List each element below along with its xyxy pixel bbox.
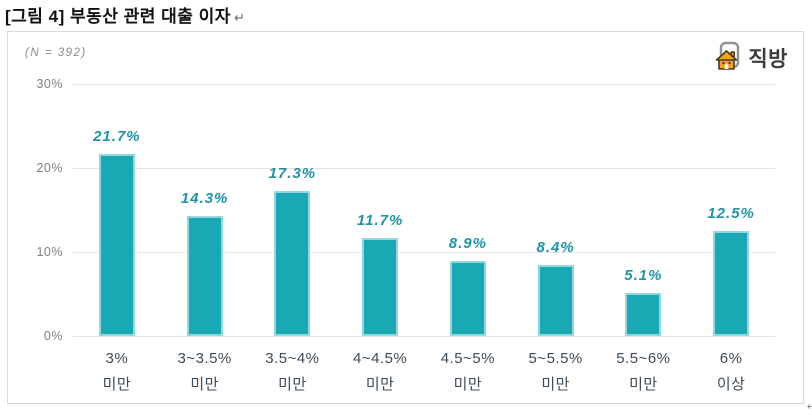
bar	[98, 153, 135, 336]
y-tick-label-0%: 0%	[43, 329, 63, 343]
category-range: 4~4.5%	[352, 350, 408, 367]
bar-value-label: 11.7%	[356, 211, 404, 229]
category-qualifier: 미만	[190, 376, 219, 393]
category-label: 4.5~5% 미만	[424, 346, 512, 398]
category-qualifier: 미만	[453, 376, 483, 393]
sample-size-label: (N = 392)	[25, 47, 87, 59]
bar-slot: 17.3%	[249, 84, 337, 336]
bar-slot: 5.1%	[600, 84, 688, 336]
chart-panel: (N = 392) 직방 0% 10% 20% 30% 21.7% 14.3% 17.3%…	[7, 31, 804, 404]
bar	[537, 265, 574, 336]
bar	[362, 237, 399, 336]
y-tick-label-30%: 30%	[36, 77, 63, 91]
paragraph-return-icon: ↵	[233, 10, 245, 25]
category-label: 4~4.5% 미만	[336, 346, 424, 398]
category-range: 3%	[105, 350, 129, 367]
category-range: 3.5~4%	[265, 350, 320, 367]
category-qualifier: 미만	[629, 376, 658, 393]
category-qualifier: 미만	[102, 376, 132, 393]
bar	[449, 261, 486, 336]
bar-slot: 11.7%	[336, 84, 424, 336]
zigbang-house-icon	[716, 41, 740, 70]
category-range: 6%	[719, 350, 743, 367]
category-label: 3~3.5% 미만	[161, 346, 249, 398]
category-range: 5~5.5%	[528, 350, 583, 367]
category-label: 5.5~6% 미만	[600, 346, 688, 398]
bar-slot: 8.4%	[512, 84, 600, 336]
category-range: 4.5~5%	[440, 350, 496, 367]
category-range: 5.5~6%	[616, 350, 671, 367]
bar	[186, 215, 223, 336]
zigbang-logo: 직방	[712, 41, 788, 74]
y-tick-label-10%: 10%	[36, 245, 63, 259]
gridline-30%	[73, 83, 775, 85]
y-tick-label-20%: 20%	[36, 161, 63, 175]
bar-value-label: 21.7%	[93, 127, 141, 145]
category-label: 3% 미만	[73, 346, 161, 398]
category-qualifier: 미만	[278, 376, 307, 393]
bar-value-label: 14.3%	[180, 189, 229, 207]
bar-slot: 21.7%	[73, 84, 161, 336]
paragraph-return-bottom-icon: ↵	[806, 401, 812, 413]
bar	[274, 190, 311, 336]
category-label: 3.5~4% 미만	[249, 346, 337, 398]
bar-value-label: 8.4%	[536, 239, 575, 257]
bar	[625, 293, 662, 336]
bars-layer: 21.7% 14.3% 17.3% 11.7% 8.9% 8.4% 5.1% 12.5%	[73, 84, 775, 336]
category-label: 6% 이상	[687, 346, 775, 398]
figure-title-row: [그림 4] 부동산 관련 대출 이자 ↵	[5, 2, 245, 27]
plot-area: 0% 10% 20% 30% 21.7% 14.3% 17.3% 11.7% 8.9% 8.4%…	[36, 77, 775, 343]
category-range: 3~3.5%	[177, 350, 232, 367]
bar-value-label: 17.3%	[268, 164, 317, 182]
gridline-20%	[73, 167, 775, 169]
category-qualifier: 미만	[365, 376, 395, 393]
bar-value-label: 8.9%	[448, 235, 487, 253]
category-qualifier: 미만	[541, 376, 570, 393]
category-label: 5~5.5% 미만	[512, 346, 600, 398]
x-axis-labels: 3% 미만 3~3.5% 미만 3.5~4% 미만 4~4.5% 미만 4.5~5% 미만 5~5.…	[73, 346, 775, 398]
bar-slot: 14.3%	[161, 84, 249, 336]
gridline-0%	[73, 335, 775, 337]
bar-value-label: 5.1%	[624, 267, 663, 285]
category-qualifier: 이상	[716, 376, 746, 393]
figure-title: [그림 4] 부동산 관련 대출 이자	[5, 7, 231, 26]
bar-slot: 12.5%	[687, 84, 775, 336]
gridline-10%	[73, 251, 775, 253]
zigbang-logo-text: 직방	[748, 47, 788, 71]
bar	[713, 231, 750, 336]
bar-value-label: 12.5%	[707, 205, 755, 222]
bar-slot: 8.9%	[424, 84, 512, 336]
